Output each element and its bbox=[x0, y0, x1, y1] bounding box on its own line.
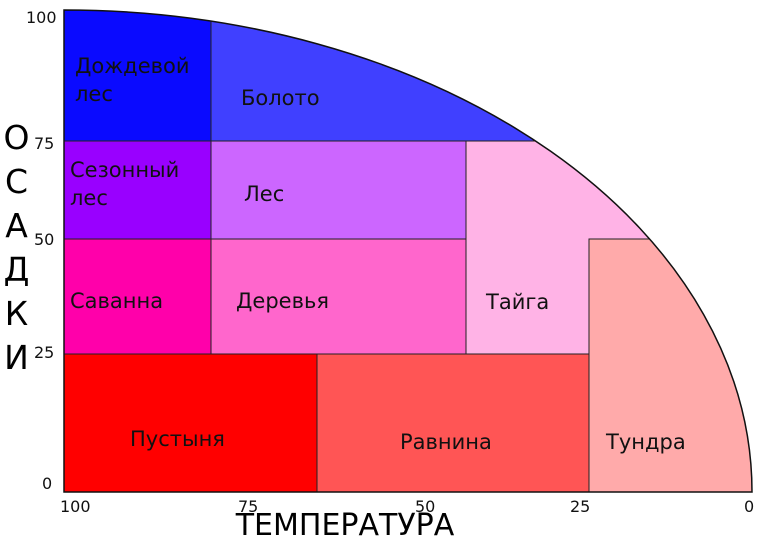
x-axis-title: ТЕМПЕРАТУРА bbox=[235, 508, 455, 543]
y-axis-title: ОСАДКИ bbox=[0, 118, 36, 382]
x-tick-label: 25 bbox=[570, 497, 591, 516]
region-label: Деревья bbox=[236, 289, 329, 313]
region-rainforest bbox=[64, 10, 212, 142]
region-label: Сезонный лес bbox=[70, 158, 180, 210]
region-swamp bbox=[210, 10, 752, 142]
x-tick-label: 0 bbox=[744, 497, 755, 516]
region-plain bbox=[316, 353, 590, 492]
x-tick-label: 75 bbox=[238, 497, 259, 516]
region-label: Дождевой лес bbox=[75, 54, 190, 106]
region-forest bbox=[210, 140, 467, 240]
x-tick-label: 50 bbox=[415, 497, 436, 516]
region-desert bbox=[64, 353, 318, 492]
region-label: Лес bbox=[244, 182, 285, 206]
outline bbox=[63, 9, 753, 493]
region-label: Тундра bbox=[606, 430, 686, 454]
y-tick-label: 0 bbox=[42, 474, 53, 493]
region-label: Саванна bbox=[70, 289, 164, 313]
x-tick-label: 100 bbox=[60, 497, 91, 516]
region-label: Равнина bbox=[400, 430, 492, 454]
region-label: Пустыня bbox=[130, 427, 225, 451]
y-tick-label: 25 bbox=[34, 343, 55, 362]
region-trees bbox=[210, 238, 467, 355]
y-tick-label: 100 bbox=[26, 8, 57, 27]
region-label: Тайга bbox=[486, 290, 550, 314]
y-tick-label: 75 bbox=[34, 134, 55, 153]
region-label: Болото bbox=[241, 86, 320, 110]
y-tick-label: 50 bbox=[34, 230, 55, 249]
